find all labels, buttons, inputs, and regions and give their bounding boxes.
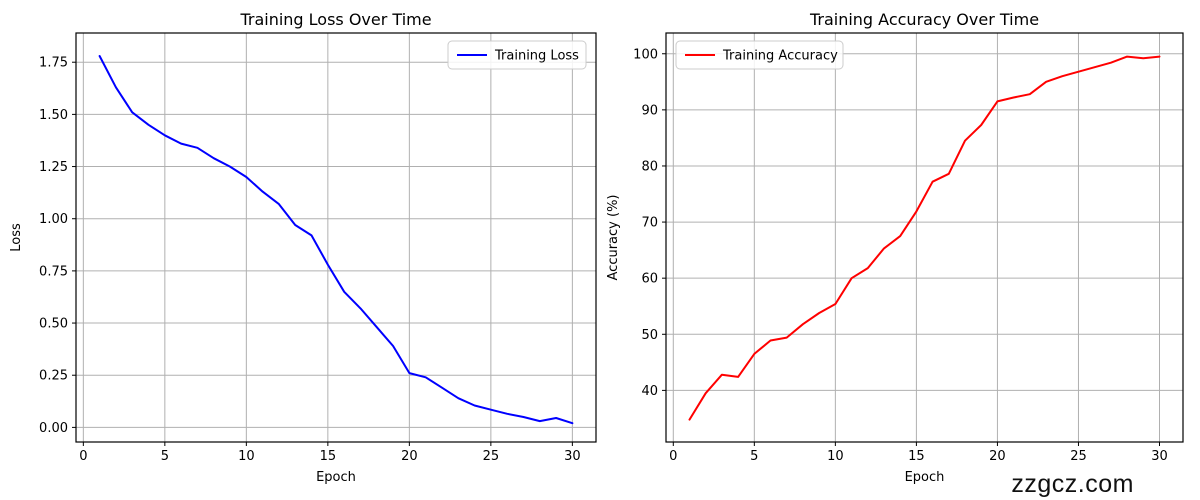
tick-marks	[72, 61, 573, 446]
legend-box	[447, 40, 587, 70]
x-axis-label: Epoch	[316, 470, 356, 485]
x-tick-label: 20	[401, 449, 418, 464]
y-tick-label: 100	[633, 47, 658, 62]
y-axis-label: Accuracy (%)	[606, 195, 621, 281]
legend: Training Accuracy	[675, 40, 844, 70]
y-tick-label: 90	[641, 103, 658, 118]
y-tick-label: 1.00	[39, 212, 68, 227]
tick-marks	[662, 53, 1160, 446]
legend-box	[675, 40, 844, 70]
grid-lines	[666, 33, 1183, 442]
x-tick-label: 0	[79, 449, 87, 464]
y-axis-label: Loss	[9, 223, 24, 252]
watermark-text: zzgcz.com	[1011, 470, 1134, 498]
y-tick-label: 40	[641, 384, 658, 399]
data-line	[688, 55, 1161, 421]
x-tick-label: 20	[989, 449, 1006, 464]
training-loss-chart: 0 5 10 15 20 25 30 0.00 0.25 0.50 0.75 1.00 1.25 1.50…	[9, 10, 597, 485]
chart-title: Training Loss Over Time	[239, 10, 431, 29]
y-tick-label: 70	[641, 216, 658, 231]
y-tick-label: 80	[641, 159, 658, 174]
y-tick-label: 0.50	[39, 317, 68, 332]
legend-label: Training Loss	[494, 49, 579, 64]
plot-border	[75, 32, 597, 443]
x-tick-label: 5	[161, 449, 169, 464]
x-tick-label: 15	[908, 449, 925, 464]
plot-border	[665, 32, 1184, 443]
y-tick-label: 1.75	[39, 56, 68, 71]
x-tick-label: 30	[1151, 449, 1168, 464]
x-axis-label: Epoch	[905, 470, 945, 485]
data-line	[98, 55, 574, 425]
y-tick-label: 1.50	[39, 108, 68, 123]
y-tick-label: 0.00	[39, 421, 68, 436]
x-tick-label: 10	[238, 449, 255, 464]
y-tick-label: 0.75	[39, 264, 68, 279]
legend-label: Training Accuracy	[722, 49, 838, 64]
y-tick-label: 0.25	[39, 369, 68, 384]
y-tick-label: 60	[641, 272, 658, 287]
grid-lines	[76, 33, 596, 442]
x-tick-label: 0	[669, 449, 677, 464]
y-tick-label: 1.25	[39, 160, 68, 175]
chart-title: Training Accuracy Over Time	[809, 10, 1039, 29]
x-tick-label: 15	[320, 449, 337, 464]
x-tick-label: 5	[750, 449, 758, 464]
y-tick-label: 50	[641, 328, 658, 343]
training-accuracy-chart: 0 5 10 15 20 25 30 40 50 60 70 80 90 100 Training Accu…	[606, 10, 1184, 485]
x-tick-label: 30	[564, 449, 581, 464]
x-tick-label: 25	[483, 449, 500, 464]
x-tick-label: 25	[1070, 449, 1087, 464]
legend: Training Loss	[447, 40, 587, 70]
x-tick-label: 10	[827, 449, 844, 464]
